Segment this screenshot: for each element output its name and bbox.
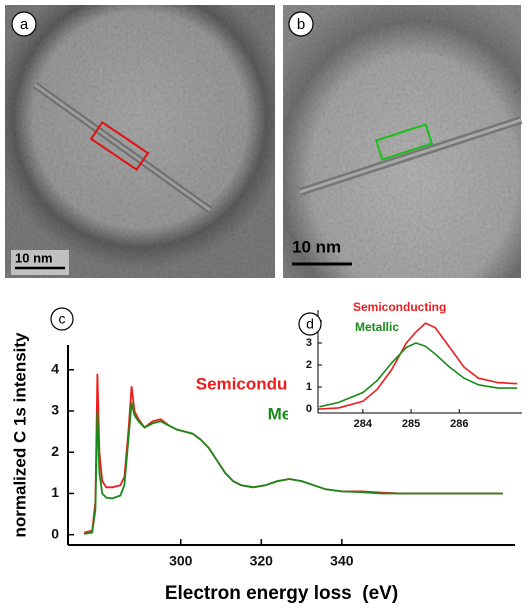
x-tick-label: 300 [169,553,193,569]
y-tick-label: 4 [51,360,59,376]
x-tick-label: 340 [330,553,354,569]
panel-label: d [306,316,314,332]
page: {"panels": {"a": {"label": "a", "scale_b… [0,0,527,609]
y-tick-label: 0 [306,403,312,415]
y-tick-label: 2 [51,443,59,459]
x-tick-label: 284 [354,418,373,430]
tem-image-a: a 10 nm [5,5,275,278]
figure: a 10 nm b 10 nm 01234300320340Semiconduc… [0,0,527,609]
legend-entry: Semiconducting [353,300,446,314]
y-tick-label: 1 [306,381,312,393]
y-tick-label: 3 [306,337,312,349]
x-tick-label: 286 [450,418,468,430]
panel-label: b [297,16,305,33]
x-axis-label: Electron energy loss (eV) [165,583,398,604]
x-tick-label: 320 [250,553,274,569]
x-tick-label: 285 [402,418,420,430]
legend-entry: Metallic [355,320,399,334]
scale-bar-label: 10 nm [292,237,341,256]
y-axis-label: normalized C 1s intensity [10,332,29,538]
y-tick-label: 3 [51,402,59,418]
scale-bar-label: 10 nm [15,250,53,265]
y-tick-label: 1 [51,484,59,500]
panel-label: c [59,311,66,327]
y-tick-label: 2 [306,359,312,371]
panel-label: a [20,16,29,33]
y-tick-label: 0 [51,525,59,541]
tem-image-b: b 10 nm [283,5,521,278]
